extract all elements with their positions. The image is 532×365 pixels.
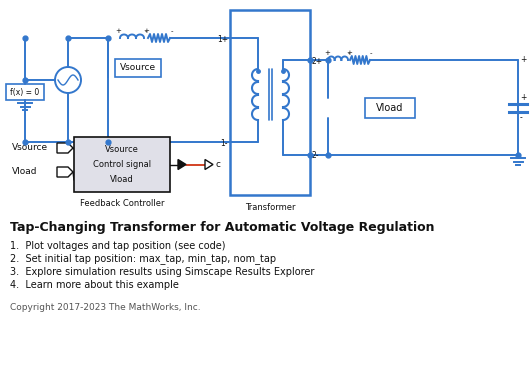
- Text: +: +: [324, 50, 330, 56]
- Text: -: -: [145, 28, 147, 34]
- Text: +: +: [520, 55, 526, 65]
- Polygon shape: [57, 167, 73, 177]
- FancyBboxPatch shape: [230, 10, 310, 195]
- FancyBboxPatch shape: [74, 137, 170, 192]
- Text: Transformer: Transformer: [245, 203, 295, 212]
- Text: Copyright 2017-2023 The MathWorks, Inc.: Copyright 2017-2023 The MathWorks, Inc.: [10, 304, 201, 312]
- Text: Control signal: Control signal: [93, 160, 151, 169]
- Polygon shape: [205, 160, 213, 169]
- Text: 1+: 1+: [217, 35, 228, 43]
- Text: 2-: 2-: [312, 151, 320, 161]
- Text: 2.  Set initial tap position: max_tap, min_tap, nom_tap: 2. Set initial tap position: max_tap, mi…: [10, 254, 276, 265]
- Text: 4.  Learn more about this example: 4. Learn more about this example: [10, 280, 179, 290]
- Polygon shape: [57, 143, 73, 153]
- Text: 1-: 1-: [220, 138, 228, 147]
- FancyBboxPatch shape: [6, 84, 44, 100]
- Text: -: -: [171, 28, 173, 34]
- Text: Vsource: Vsource: [120, 64, 156, 73]
- Text: Tap-Changing Transformer for Automatic Voltage Regulation: Tap-Changing Transformer for Automatic V…: [10, 222, 435, 234]
- Text: -: -: [520, 114, 523, 123]
- Text: Vload: Vload: [110, 176, 134, 184]
- Text: -: -: [370, 50, 372, 56]
- Text: Vsource: Vsource: [12, 143, 48, 153]
- Text: 3.  Explore simulation results using Simscape Results Explorer: 3. Explore simulation results using Sims…: [10, 267, 314, 277]
- FancyBboxPatch shape: [115, 59, 161, 77]
- FancyBboxPatch shape: [365, 98, 415, 118]
- Text: Vsource: Vsource: [105, 145, 139, 154]
- Text: +: +: [520, 92, 526, 101]
- Text: +: +: [115, 28, 121, 34]
- Text: +: +: [143, 28, 149, 34]
- Text: Vload: Vload: [12, 168, 37, 177]
- Text: Vload: Vload: [376, 103, 404, 113]
- Text: +: +: [346, 50, 352, 56]
- Text: f(x) = 0: f(x) = 0: [11, 88, 39, 96]
- Text: 1.  Plot voltages and tap position (see code): 1. Plot voltages and tap position (see c…: [10, 241, 226, 251]
- Text: -: -: [348, 50, 350, 56]
- Polygon shape: [178, 160, 186, 169]
- Text: 2+: 2+: [312, 57, 323, 65]
- Text: c: c: [216, 160, 221, 169]
- Text: Feedback Controller: Feedback Controller: [80, 199, 164, 208]
